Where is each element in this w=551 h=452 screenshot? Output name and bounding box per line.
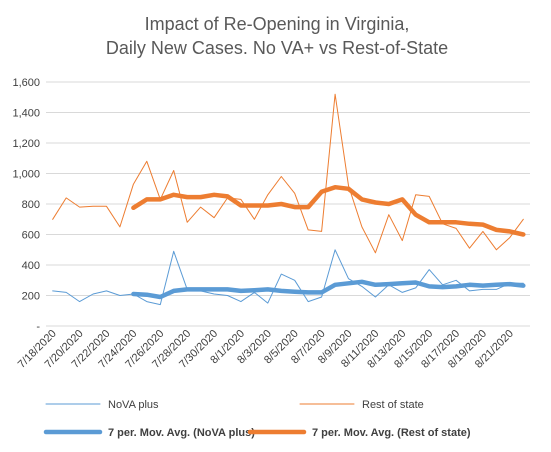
- y-tick-label: 1,200: [12, 138, 40, 150]
- legend-label-rest-of-state: Rest of state: [362, 399, 424, 411]
- legend-label-7-per-mov-avg-nova-plus: 7 per. Mov. Avg. (NoVA plus): [108, 427, 255, 439]
- series-line-7-per-mov-avg-rest-of-state: [131, 184, 526, 237]
- series-line-nova-plus: [52, 249, 524, 306]
- y-tick-label: 1,000: [12, 169, 40, 181]
- x-axis-tick-labels: 7/18/20207/20/20207/22/20207/24/20207/26…: [16, 328, 516, 371]
- series-line-7-per-mov-avg-nova-plus: [131, 279, 526, 300]
- y-tick-label: 600: [22, 230, 40, 242]
- series-line-rest-of-state: [52, 93, 524, 254]
- legend: NoVA plus Rest of state 7 per. Mov. Avg. (…: [43, 399, 471, 439]
- y-tick-label: 200: [22, 291, 40, 303]
- legend-label-7-per-mov-avg-rest-of-state: 7 per. Mov. Avg. (Rest of state): [312, 427, 471, 439]
- y-axis-tick-labels: - 200 400 600 800 1,000 1,200 1,400 1,600: [12, 77, 40, 333]
- y-tick-label: 1,400: [12, 108, 40, 120]
- series-lines: [52, 93, 526, 306]
- chart-title-line-2: Daily New Cases. No VA+ vs Rest-of-State: [106, 38, 448, 58]
- y-tick-label: 800: [22, 199, 40, 211]
- y-tick-label: 1,600: [12, 77, 40, 89]
- y-tick-label: 400: [22, 260, 40, 272]
- y-tick-label: -: [36, 321, 40, 333]
- legend-label-nova-plus: NoVA plus: [108, 399, 159, 411]
- chart-title-line-1: Impact of Re-Opening in Virginia,: [145, 14, 410, 34]
